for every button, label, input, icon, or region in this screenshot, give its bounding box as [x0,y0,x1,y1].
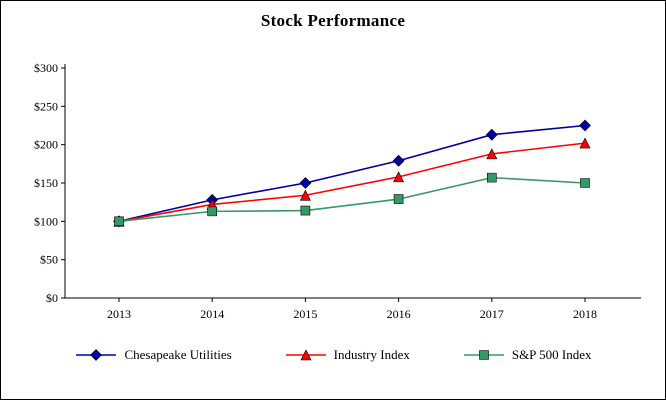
diamond-marker-icon [485,128,498,141]
x-axis-tick-label: 2014 [200,307,224,321]
square-marker-icon [207,206,217,217]
plot-area: $0 $50 $100 $150 $200 $250 $300 2013 2014 2015 201… [34,61,641,321]
chart-legend: Chesapeake Utilities Industry Index S&P 50… [1,347,665,363]
chart-title: Stock Performance [260,11,406,30]
square-marker-icon [393,194,404,204]
legend-label: Chesapeake Utilities [124,347,232,362]
x-axis-tick-label: 2017 [480,307,504,321]
diamond-marker-icon [392,154,405,167]
legend-item: S&P 500 Index [462,347,592,363]
legend-label: S&P 500 Index [511,347,592,362]
y-axis-tick-label: $200 [34,138,58,152]
x-axis-tick-label: 2016 [387,307,411,321]
legend-label: Industry Index [333,347,410,362]
legend-sample-square-icon [463,350,504,360]
square-marker-icon [300,205,311,216]
diamond-marker-icon [299,177,312,189]
series-line [118,142,586,223]
triangle-marker-icon [579,137,591,149]
series-line [118,176,586,223]
diamond-marker-icon [579,119,591,132]
x-axis-tick-label: 2013 [107,307,131,321]
series-line [118,124,586,223]
y-axis-tick-label: $100 [34,214,58,228]
y-axis-tick-label: $150 [34,176,58,190]
y-axis-tick-label: $250 [34,99,58,113]
x-axis-tick-label: 2018 [573,307,597,321]
y-axis-tick-label: $50 [40,253,58,267]
square-marker-icon [487,172,497,183]
legend-sample-diamond-icon [76,349,117,361]
triangle-marker-icon [486,148,498,160]
x-axis-tick-label: 2015 [293,307,317,321]
triangle-marker-icon [393,171,405,183]
legend-item: Chesapeake Utilities [74,347,232,363]
square-marker-icon [580,178,590,188]
triangle-marker-icon [299,189,311,201]
legend-item: Industry Index [284,347,410,363]
y-axis-tick-label: $0 [46,291,58,305]
legend-sample-triangle-icon [285,349,326,361]
square-marker-icon [114,216,124,227]
y-axis-tick-label: $300 [34,61,58,75]
